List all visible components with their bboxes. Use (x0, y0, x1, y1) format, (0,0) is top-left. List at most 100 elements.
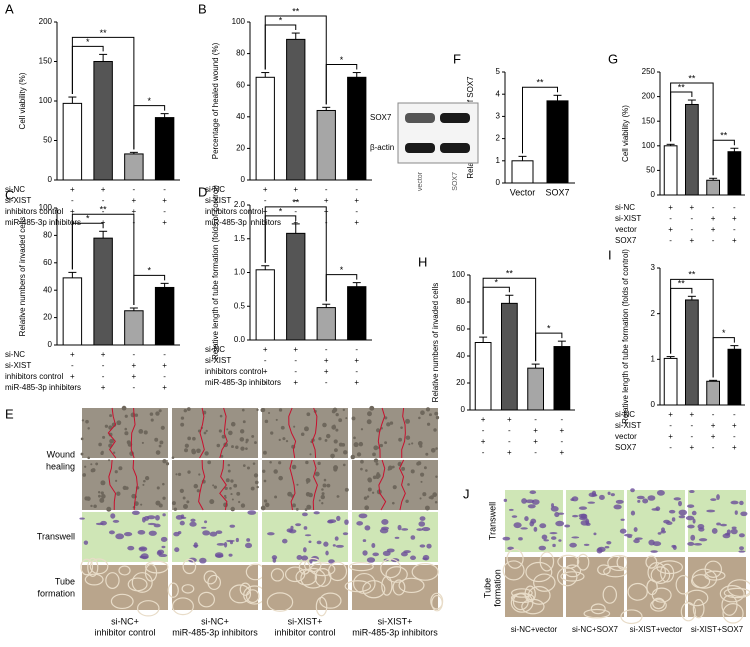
cell (196, 489, 200, 493)
tube-loop (245, 589, 260, 604)
condition-label: si-NC (5, 185, 25, 194)
cell (373, 458, 379, 463)
cell (93, 504, 97, 509)
condition-sign: + (732, 214, 737, 223)
cell (223, 494, 227, 498)
condition-label: si-XIST (205, 356, 231, 365)
y-axis-label: Percentage of healed wound (%) (211, 42, 220, 159)
cell (345, 417, 348, 420)
condition-sign: + (711, 421, 716, 430)
tube-loop (539, 551, 555, 572)
cell (150, 418, 154, 422)
significance-bracket (133, 274, 166, 306)
cell (634, 537, 643, 540)
condition-label: inhibitors control (5, 372, 63, 381)
cell (182, 496, 186, 500)
cell (423, 466, 427, 470)
cell (428, 496, 432, 499)
cell (518, 537, 523, 541)
significance-label: ** (100, 205, 108, 215)
cell (327, 519, 337, 524)
significance-label: * (279, 15, 283, 25)
blot-lane-label: vector (417, 171, 424, 191)
cell (342, 463, 346, 467)
condition-sign: - (355, 207, 358, 216)
y-tick-label: 100 (452, 270, 466, 279)
panel-letter: I (608, 247, 612, 262)
condition-sign: + (293, 345, 298, 354)
condition-label: SOX7 (615, 236, 637, 245)
condition-sign: - (733, 410, 736, 419)
cell (716, 494, 720, 500)
condition-sign: - (325, 378, 328, 387)
significance-bracket (325, 64, 358, 105)
wound-edge (377, 407, 386, 459)
cell (379, 528, 389, 534)
cell (303, 526, 308, 530)
cell (710, 498, 717, 502)
cell (326, 433, 331, 439)
cell (636, 495, 645, 500)
cell (242, 464, 246, 467)
cell (318, 499, 321, 502)
cell (541, 534, 548, 540)
y-tick-label: 100 (39, 96, 53, 105)
cell (324, 439, 328, 442)
cell (648, 539, 655, 546)
cell (143, 479, 146, 483)
y-tick-label: 200 (39, 17, 53, 26)
cell (278, 461, 282, 465)
cell (322, 422, 327, 428)
y-tick-label: 0.0 (234, 335, 246, 344)
cell (358, 513, 368, 519)
cell (435, 415, 440, 420)
condition-sign: - (71, 383, 74, 392)
micrograph (167, 558, 267, 616)
cell (158, 553, 168, 558)
condition-sign: - (294, 207, 297, 216)
cell (730, 500, 739, 505)
cell (335, 428, 339, 432)
cell (502, 536, 511, 541)
bar (511, 160, 534, 184)
tube-loop (411, 562, 439, 581)
column-caption: inhibitor control (94, 627, 155, 637)
cell (343, 450, 348, 455)
y-tick-label: 20 (43, 313, 52, 322)
column-caption: si-XIST+ (288, 616, 323, 626)
condition-sign: + (162, 218, 167, 227)
cell (227, 463, 231, 467)
cell (731, 526, 737, 530)
condition-sign: - (71, 196, 74, 205)
tube-loop (131, 572, 153, 593)
cell (398, 437, 403, 442)
cell (342, 408, 346, 412)
cell (332, 544, 336, 547)
significance-bracket (535, 332, 563, 362)
condition-sign: - (733, 432, 736, 441)
cell (673, 497, 681, 501)
condition-sign: + (732, 421, 737, 430)
wound-edge (401, 407, 406, 459)
cell (213, 485, 217, 489)
cell (144, 475, 150, 481)
blot-band (440, 113, 470, 123)
cell (296, 483, 299, 486)
tube-loop (229, 584, 252, 604)
cell (219, 414, 223, 418)
cell (372, 552, 379, 557)
cell (539, 523, 547, 529)
tube-loop (719, 585, 745, 603)
cell (367, 411, 372, 417)
cell (434, 411, 439, 416)
condition-sign: + (293, 218, 298, 227)
cell (115, 533, 125, 540)
cell (140, 556, 149, 559)
cell (585, 522, 591, 526)
condition-sign: + (101, 383, 106, 392)
cell (425, 407, 431, 412)
cell (189, 521, 197, 527)
cell (571, 496, 579, 502)
micrograph (502, 490, 565, 552)
cell (411, 442, 414, 445)
